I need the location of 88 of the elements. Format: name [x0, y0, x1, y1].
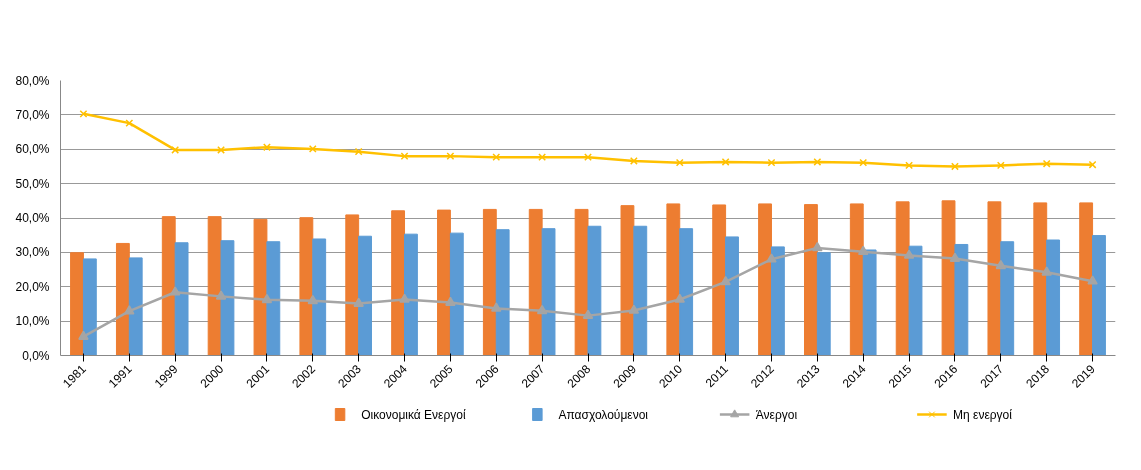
bar [862, 249, 877, 356]
point [169, 286, 181, 296]
bar [174, 242, 189, 356]
point [1088, 160, 1097, 169]
bar [620, 205, 635, 356]
bar [816, 252, 831, 356]
bar [299, 217, 314, 356]
point [308, 144, 317, 153]
point [445, 296, 456, 306]
bar [1033, 202, 1048, 356]
bar [804, 204, 818, 356]
point [353, 297, 364, 307]
y-tick-label: 50,0% [15, 176, 50, 191]
point [582, 309, 594, 319]
bar [391, 210, 406, 356]
point [124, 305, 135, 315]
bar [679, 228, 694, 356]
point [766, 253, 777, 263]
point [538, 153, 547, 162]
bar [115, 242, 130, 356]
point [628, 304, 640, 314]
point [215, 290, 227, 300]
bar [725, 236, 739, 356]
bar [495, 229, 510, 356]
point [217, 146, 225, 154]
bar [220, 240, 235, 356]
bar [128, 257, 143, 356]
bar [908, 245, 923, 356]
bar [1046, 239, 1061, 356]
point [812, 241, 823, 252]
bar [987, 201, 1002, 356]
legend-label: Απασχολούμενοι [558, 407, 649, 422]
point [78, 330, 89, 340]
point [491, 302, 502, 312]
bar [1079, 202, 1094, 356]
point [354, 147, 363, 156]
point [536, 304, 548, 315]
y-tick-label: 40,0% [15, 211, 50, 225]
y-tick-label: 0,0% [22, 348, 50, 363]
bar [541, 228, 556, 356]
bar [1092, 235, 1106, 356]
bar [758, 203, 772, 356]
y-tick-label: 20,0% [15, 279, 50, 294]
bar [770, 246, 785, 356]
point [1042, 159, 1051, 168]
y-tick-label: 60,0% [15, 142, 50, 157]
bar [1000, 241, 1015, 356]
point [1087, 275, 1098, 285]
point [446, 152, 455, 161]
point [720, 275, 731, 286]
point [1041, 266, 1052, 276]
y-tick-label: 70,0% [15, 107, 50, 122]
bar [633, 225, 648, 356]
bar [587, 225, 602, 356]
point [261, 293, 273, 304]
bar [449, 232, 464, 356]
bar [82, 258, 97, 356]
bar [849, 203, 864, 356]
bar [266, 241, 281, 356]
bar [161, 216, 176, 356]
y-tick-label: 30,0% [15, 245, 50, 260]
bar [482, 208, 497, 356]
point [399, 293, 410, 303]
point [262, 143, 271, 152]
bar [253, 218, 268, 356]
y-tick-label: 10,0% [15, 314, 50, 329]
bar [954, 243, 969, 356]
point [400, 152, 409, 161]
legend-label: Άνεργοι [755, 407, 798, 422]
point [307, 294, 319, 305]
y-tick-label: 80,0% [15, 73, 50, 88]
bar [712, 204, 727, 356]
point [857, 245, 869, 256]
legend-label: Οικονομικά Ενεργοί [361, 407, 466, 422]
point [674, 293, 685, 303]
point [995, 259, 1007, 270]
bar [312, 238, 327, 356]
point [492, 153, 501, 162]
bar [345, 214, 360, 356]
bar [70, 252, 84, 356]
bar [404, 233, 418, 356]
point [903, 249, 915, 259]
bar [437, 209, 451, 356]
bar [666, 203, 681, 356]
bar [358, 235, 372, 356]
point [949, 252, 961, 262]
legend-label: Μη ενεργοί [953, 407, 1013, 422]
bar [941, 200, 956, 356]
